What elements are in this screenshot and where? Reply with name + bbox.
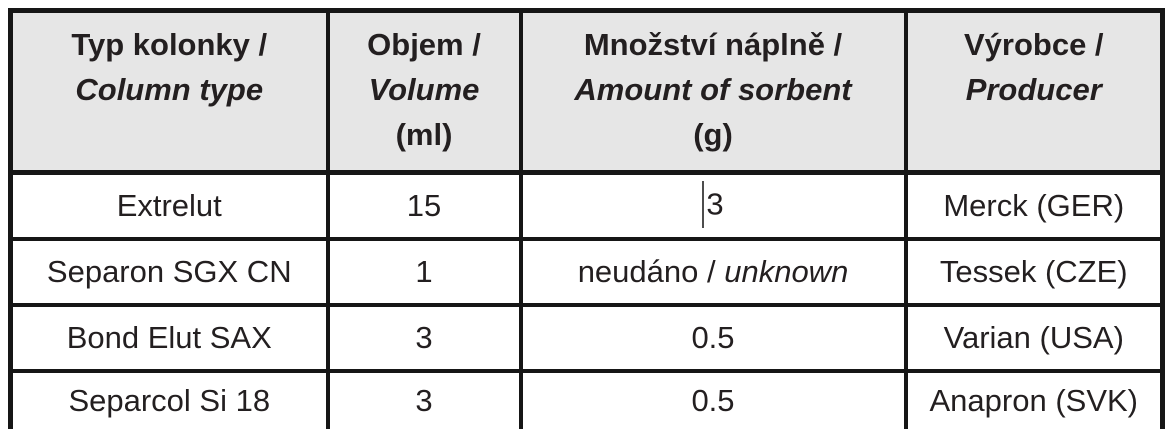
header-producer-en: Producer [965, 72, 1102, 107]
cell-text: Separcol Si 18 [68, 383, 271, 418]
cell-text: Bond Elut SAX [66, 320, 272, 355]
header-amount-cs: Množství náplně / [583, 27, 843, 62]
header-producer: Výrobce / Producer [903, 8, 1165, 175]
cell-amount: 0.5 [518, 303, 908, 373]
cell-text: 3 [415, 383, 433, 418]
cell-column-type: Bond Elut SAX [8, 303, 330, 373]
header-amount: Množství náplně / Amount of sorbent (g) [518, 8, 908, 175]
text-cursor [702, 180, 705, 228]
table-row: Separon SGX CN 1 neudáno / unknown Tesse… [8, 237, 1165, 307]
header-volume-unit: (ml) [395, 117, 453, 152]
cell-text: Extrelut [116, 188, 222, 223]
cell-text: Anapron (SVK) [929, 383, 1139, 418]
cell-text: Varian (USA) [943, 320, 1124, 355]
header-column-type: Typ kolonky / Column type [8, 8, 330, 175]
cell-producer: Merck (GER) [903, 170, 1165, 241]
cell-column-type: Separcol Si 18 [8, 369, 330, 429]
cell-column-type: Extrelut [8, 170, 330, 241]
cell-volume: 1 [325, 237, 523, 307]
header-column-type-cs: Typ kolonky / [71, 27, 268, 62]
table-header: Typ kolonky / Column type Objem / Volume… [8, 8, 1165, 175]
table-body: Extrelut 15 3 Merck (GER) Separon SGX CN… [8, 170, 1165, 429]
cell-amount: 0.5 [518, 369, 908, 429]
cell-text: Separon SGX CN [46, 254, 292, 289]
table-row: Separcol Si 18 3 0.5 Anapron (SVK) [8, 369, 1165, 429]
header-volume-cs: Objem / [367, 27, 481, 62]
header-amount-en: Amount of sorbent [574, 72, 852, 107]
cell-text: Tessek (CZE) [939, 254, 1128, 289]
header-row: Typ kolonky / Column type Objem / Volume… [8, 8, 1165, 175]
table-row: Bond Elut SAX 3 0.5 Varian (USA) [8, 303, 1165, 373]
header-volume: Objem / Volume (ml) [325, 8, 523, 175]
cell-producer: Tessek (CZE) [903, 237, 1165, 307]
cell-amount: neudáno / unknown [518, 237, 908, 307]
cell-producer: Varian (USA) [903, 303, 1165, 373]
header-amount-unit: (g) [693, 117, 733, 152]
cell-text: 1 [415, 254, 433, 289]
cell-volume: 3 [325, 369, 523, 429]
header-producer-cs: Výrobce / [963, 27, 1104, 62]
cell-text: 3 [706, 186, 724, 222]
cell-text: 15 [406, 188, 442, 223]
cell-text: 0.5 [691, 320, 735, 355]
cell-column-type: Separon SGX CN [8, 237, 330, 307]
cell-text: neudáno / [577, 254, 725, 289]
cell-amount: 3 [518, 170, 908, 241]
spe-columns-table: Typ kolonky / Column type Objem / Volume… [8, 8, 1165, 429]
cell-text: 3 [415, 320, 433, 355]
cell-volume: 15 [325, 170, 523, 241]
cell-producer: Anapron (SVK) [903, 369, 1165, 429]
cell-text: Merck (GER) [943, 188, 1125, 223]
header-volume-en: Volume [368, 72, 480, 107]
cell-volume: 3 [325, 303, 523, 373]
table-row: Extrelut 15 3 Merck (GER) [8, 170, 1165, 241]
header-column-type-en: Column type [75, 72, 264, 107]
cell-text: 0.5 [691, 383, 735, 418]
cell-text-italic: unknown [724, 254, 849, 289]
